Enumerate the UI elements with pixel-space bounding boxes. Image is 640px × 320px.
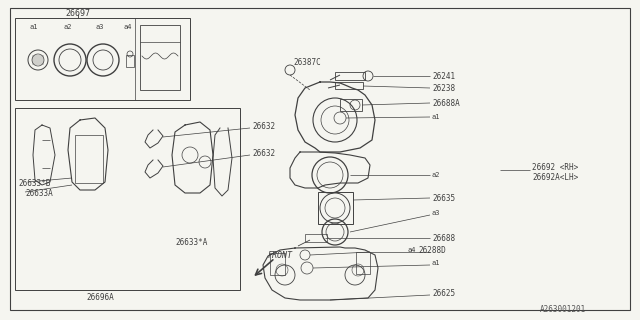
Text: 26387C: 26387C xyxy=(293,58,321,67)
Text: 26632: 26632 xyxy=(252,122,275,131)
Text: 26696A: 26696A xyxy=(86,293,114,302)
Text: 26238: 26238 xyxy=(432,84,455,92)
Text: a1: a1 xyxy=(432,114,440,120)
Text: 26632: 26632 xyxy=(252,148,275,157)
Text: 26688A: 26688A xyxy=(432,99,460,108)
Text: a1: a1 xyxy=(30,24,38,30)
Bar xyxy=(318,192,353,224)
Text: 26288D: 26288D xyxy=(418,245,445,254)
Bar xyxy=(15,18,190,100)
Text: a1: a1 xyxy=(432,260,440,266)
Text: a2: a2 xyxy=(64,24,72,30)
Bar xyxy=(335,82,363,89)
Text: a4: a4 xyxy=(123,24,131,30)
Text: 26241: 26241 xyxy=(432,71,455,81)
Bar xyxy=(126,55,134,67)
Text: 26633*B: 26633*B xyxy=(18,179,51,188)
Text: a2: a2 xyxy=(432,172,440,178)
Text: A263001201: A263001201 xyxy=(540,306,586,315)
Text: 26633*A: 26633*A xyxy=(175,237,207,246)
Text: a3: a3 xyxy=(432,210,440,216)
Text: 26633A: 26633A xyxy=(25,188,52,197)
Text: 26635: 26635 xyxy=(432,194,455,203)
Text: 26625: 26625 xyxy=(432,289,455,298)
Text: 26692A<LH>: 26692A<LH> xyxy=(532,172,579,181)
Bar xyxy=(356,252,370,274)
Text: a3: a3 xyxy=(96,24,104,30)
Text: a4: a4 xyxy=(408,247,417,253)
Text: 26688: 26688 xyxy=(432,234,455,243)
Bar xyxy=(270,253,285,275)
Bar xyxy=(140,25,180,90)
Text: FRONT: FRONT xyxy=(268,251,293,260)
Bar xyxy=(335,72,365,80)
Bar xyxy=(340,99,362,111)
Bar xyxy=(305,234,327,242)
Bar xyxy=(75,135,103,183)
Text: 26692 <RH>: 26692 <RH> xyxy=(532,163,579,172)
Text: 26697: 26697 xyxy=(65,9,90,18)
Bar xyxy=(15,108,240,290)
